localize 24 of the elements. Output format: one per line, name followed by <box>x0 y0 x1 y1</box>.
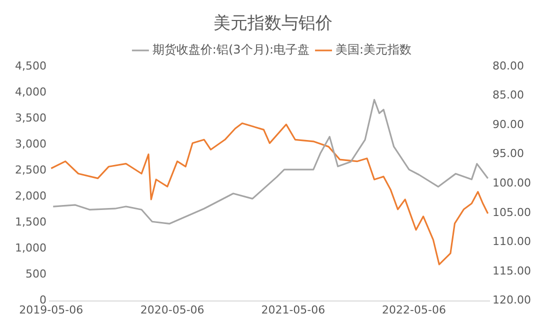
x-tick-label: 2020-05-06 <box>140 303 204 316</box>
y-tick-label: 2,500 <box>14 163 46 176</box>
y-tick-label: 500 <box>25 268 46 281</box>
y-tick-label: 4,000 <box>14 85 46 98</box>
y2-tick-label: 85.00 <box>492 88 524 102</box>
legend-label: 美国:美元指数 <box>336 42 412 57</box>
legend-label: 期货收盘价:铝(3个月):电子盘 <box>152 42 310 57</box>
y2-tick-label: 105.00 <box>492 206 532 219</box>
y-tick-label: 3,500 <box>14 111 46 124</box>
chart-title: 美元指数与铝价 <box>214 14 332 34</box>
y2-tick-label: 90.00 <box>492 118 524 131</box>
y2-tick-label: 115.00 <box>492 264 532 278</box>
x-tick-label: 2021-05-06 <box>261 303 326 316</box>
y2-tick-label: 120.00 <box>492 294 532 307</box>
y-tick-label: 4,500 <box>14 59 46 72</box>
y-tick-label: 1,500 <box>14 216 46 229</box>
y2-tick-label: 100.00 <box>492 176 532 190</box>
x-tick-label: 2022-05-06 <box>382 303 446 316</box>
y2-tick-label: 95.00 <box>492 147 524 160</box>
y2-tick-label: 110.00 <box>492 235 532 248</box>
y-tick-label: 3,000 <box>14 137 46 150</box>
y-tick-label: 1,000 <box>14 242 46 255</box>
y2-tick-label: 80.00 <box>492 59 524 72</box>
y-tick-label: 2,000 <box>14 189 46 202</box>
